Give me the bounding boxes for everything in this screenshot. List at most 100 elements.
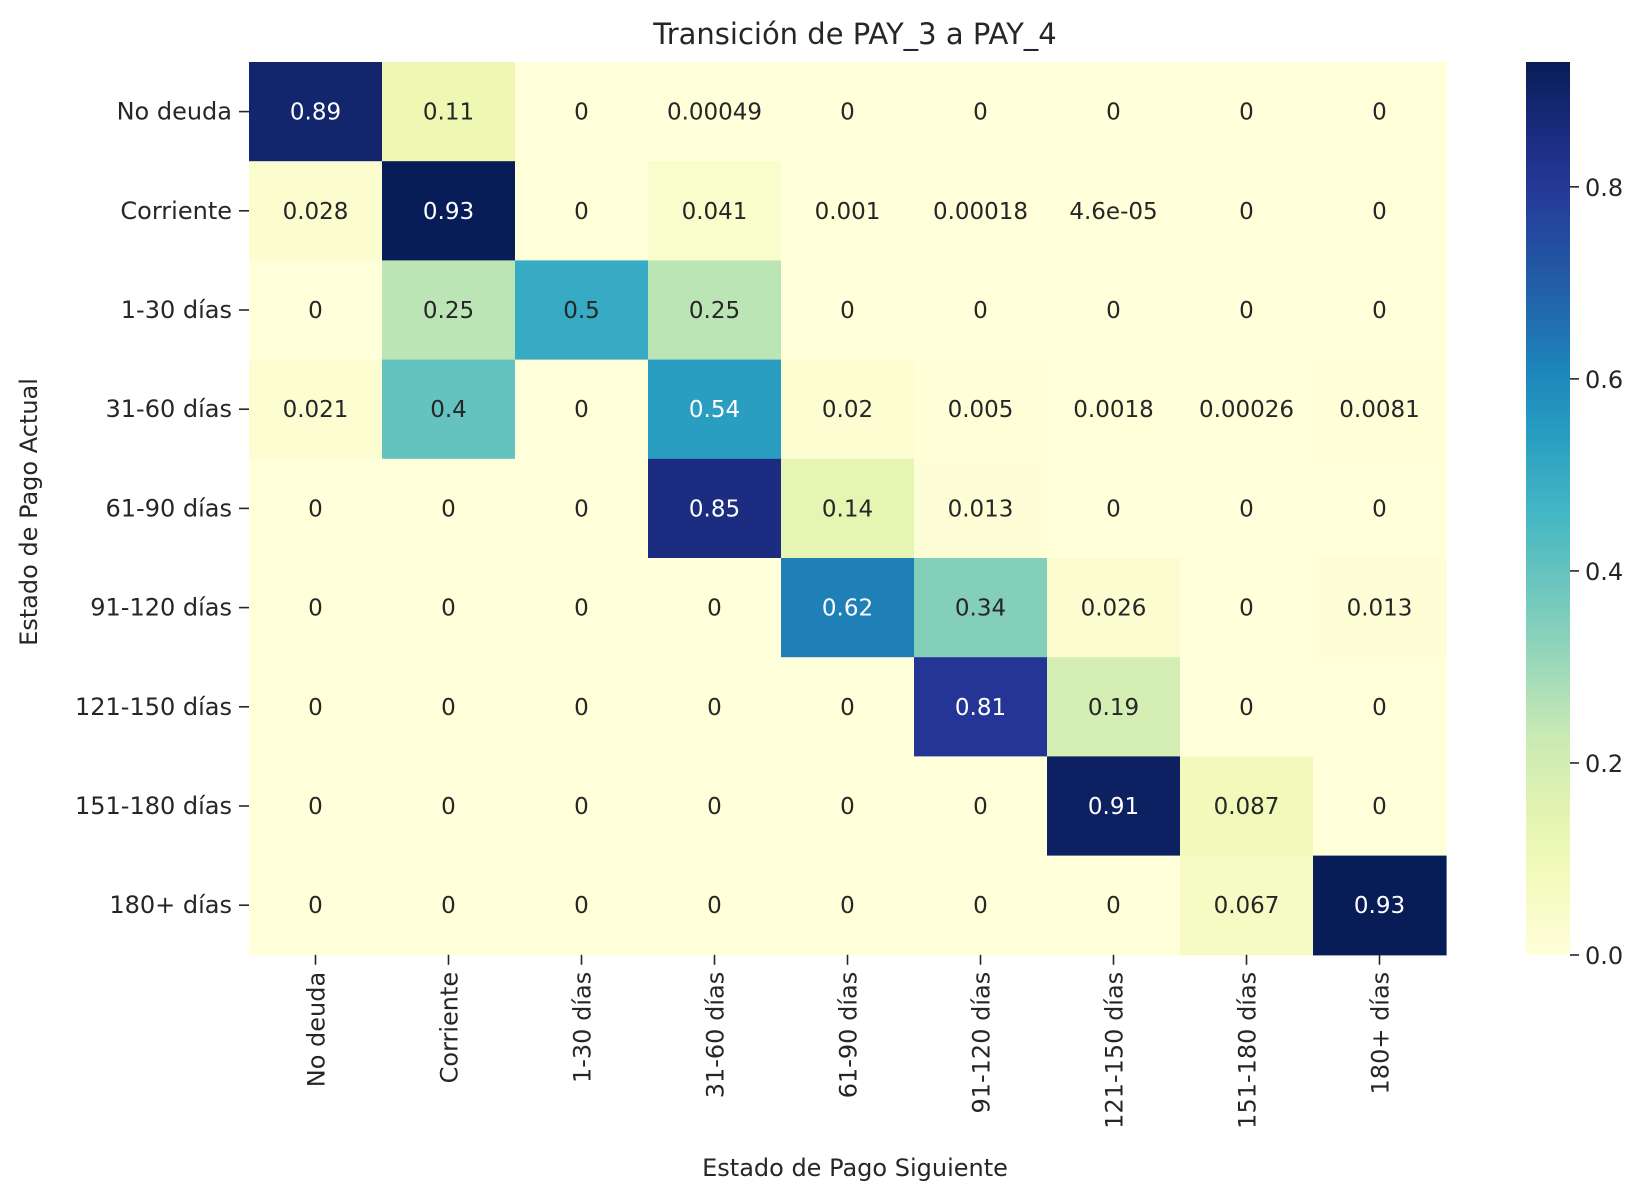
heatmap-cell bbox=[648, 260, 782, 361]
y-tick-label: 180+ días bbox=[109, 891, 232, 919]
x-tick-label: 61-90 días bbox=[835, 972, 863, 1098]
y-tick-label: 31-60 días bbox=[106, 395, 232, 423]
cell-annotation: 0 bbox=[707, 893, 722, 919]
heatmap-cell bbox=[1047, 62, 1181, 162]
cell-annotation: 0 bbox=[1372, 199, 1387, 225]
x-tick-label: Corriente bbox=[436, 972, 464, 1084]
heatmap-cell bbox=[1180, 161, 1314, 261]
cell-annotation: 0 bbox=[1239, 695, 1254, 721]
cell-annotation: 0.89 bbox=[290, 100, 341, 126]
cell-annotation: 0.005 bbox=[948, 397, 1014, 423]
cell-annotation: 0 bbox=[308, 695, 323, 721]
cell-annotation: 0 bbox=[308, 496, 323, 522]
cell-annotation: 0 bbox=[308, 596, 323, 622]
cell-annotation: 0 bbox=[441, 596, 456, 622]
heatmap-cell bbox=[1180, 855, 1314, 956]
heatmap-cell bbox=[914, 657, 1048, 757]
cell-annotation: 0 bbox=[574, 199, 589, 225]
heatmap-cell bbox=[1313, 161, 1447, 261]
heatmap-cell bbox=[648, 458, 782, 559]
heatmap-cell bbox=[515, 657, 649, 757]
cell-annotation: 0.54 bbox=[689, 397, 740, 423]
cell-annotation: 0 bbox=[1372, 695, 1387, 721]
y-tick-label: 121-150 días bbox=[75, 693, 232, 721]
cell-annotation: 0 bbox=[574, 596, 589, 622]
cell-annotations: 0.89 0.11 0 0.00049 0 0 0 0 0 0.028 0.93 0 0.041 0.00… bbox=[283, 100, 1420, 920]
heatmap-cell bbox=[1047, 359, 1181, 460]
cell-annotation: 0 bbox=[840, 794, 855, 820]
heatmap-cell bbox=[249, 359, 383, 460]
cell-annotation: 0.067 bbox=[1214, 893, 1280, 919]
heatmap-cell bbox=[382, 161, 516, 261]
y-tick-label: Corriente bbox=[120, 197, 232, 225]
cell-annotation: 0 bbox=[308, 893, 323, 919]
cell-annotation: 0 bbox=[1372, 794, 1387, 820]
heatmap-cell bbox=[1313, 359, 1447, 460]
heatmap-cell bbox=[1180, 558, 1314, 658]
cell-annotation: 0.62 bbox=[822, 596, 873, 622]
cell-annotation: 0 bbox=[1239, 298, 1254, 324]
cell-annotation: 0 bbox=[1372, 298, 1387, 324]
x-tick-label: 151-180 días bbox=[1234, 972, 1262, 1129]
heatmap-cell bbox=[249, 855, 383, 956]
cell-annotation: 0 bbox=[574, 893, 589, 919]
heatmap-cell bbox=[515, 260, 649, 361]
cell-annotation: 0 bbox=[441, 695, 456, 721]
y-axis-ticks: No deuda Corriente 1-30 días 31-60 días 61-9… bbox=[75, 98, 249, 919]
cell-annotation: 4.6e-05 bbox=[1069, 199, 1157, 225]
heatmap-cell bbox=[648, 855, 782, 956]
cell-annotation: 0 bbox=[574, 794, 589, 820]
cell-annotation: 0.001 bbox=[815, 199, 881, 225]
heatmap-cell bbox=[781, 359, 915, 460]
heatmap-cell bbox=[1313, 260, 1447, 361]
cell-annotation: 0 bbox=[441, 893, 456, 919]
cell-annotation: 0.85 bbox=[689, 496, 740, 522]
heatmap-cell bbox=[515, 756, 649, 857]
cell-annotation: 0 bbox=[574, 695, 589, 721]
heatmap-cell bbox=[1047, 161, 1181, 261]
cell-annotation: 0 bbox=[574, 496, 589, 522]
heatmap-cell bbox=[781, 458, 915, 559]
heatmap-cell bbox=[914, 359, 1048, 460]
heatmap-cell bbox=[1180, 260, 1314, 361]
cell-annotation: 0.0081 bbox=[1339, 397, 1419, 423]
x-tick-label: 31-60 días bbox=[702, 972, 730, 1098]
heatmap-cells bbox=[249, 62, 1447, 956]
heatmap-cell bbox=[249, 260, 383, 361]
cell-annotation: 0 bbox=[1239, 100, 1254, 126]
cell-annotation: 0.34 bbox=[955, 596, 1006, 622]
x-axis-ticks: No deuda Corriente 1-30 días 31-60 días 61-9… bbox=[303, 954, 1395, 1129]
heatmap-cell bbox=[1313, 855, 1447, 956]
heatmap-cell bbox=[1313, 558, 1447, 658]
heatmap-cell bbox=[249, 558, 383, 658]
heatmap-cell bbox=[1180, 657, 1314, 757]
cell-annotation: 0 bbox=[840, 695, 855, 721]
heatmap-cell bbox=[1047, 260, 1181, 361]
cell-annotation: 0.026 bbox=[1081, 596, 1147, 622]
colorbar-tick-label: 0.6 bbox=[1585, 366, 1623, 394]
heatmap-cell bbox=[1180, 359, 1314, 460]
cell-annotation: 0 bbox=[1239, 496, 1254, 522]
chart-title: Transición de PAY_3 a PAY_4 bbox=[652, 17, 1056, 51]
cell-annotation: 0.14 bbox=[822, 496, 873, 522]
y-tick-label: 91-120 días bbox=[90, 594, 232, 622]
heatmap-cell bbox=[382, 458, 516, 559]
heatmap-cell bbox=[914, 855, 1048, 956]
x-tick-label: 1-30 días bbox=[569, 972, 597, 1083]
x-tick-label: No deuda bbox=[303, 972, 331, 1087]
cell-annotation: 0.087 bbox=[1214, 794, 1280, 820]
x-tick-label: 121-150 días bbox=[1101, 972, 1129, 1129]
cell-annotation: 0.4 bbox=[430, 397, 467, 423]
heatmap-cell bbox=[1313, 62, 1447, 162]
cell-annotation: 0 bbox=[1239, 199, 1254, 225]
cell-annotation: 0 bbox=[1372, 100, 1387, 126]
heatmap-cell bbox=[382, 756, 516, 857]
cell-annotation: 0.00049 bbox=[667, 100, 762, 126]
colorbar-tick-label: 0.8 bbox=[1585, 174, 1623, 202]
cell-annotation: 0 bbox=[973, 893, 988, 919]
cell-annotation: 0 bbox=[441, 496, 456, 522]
heatmap-cell bbox=[515, 458, 649, 559]
heatmap-cell bbox=[1047, 855, 1181, 956]
cell-annotation: 0.021 bbox=[283, 397, 349, 423]
cell-annotation: 0.013 bbox=[948, 496, 1014, 522]
